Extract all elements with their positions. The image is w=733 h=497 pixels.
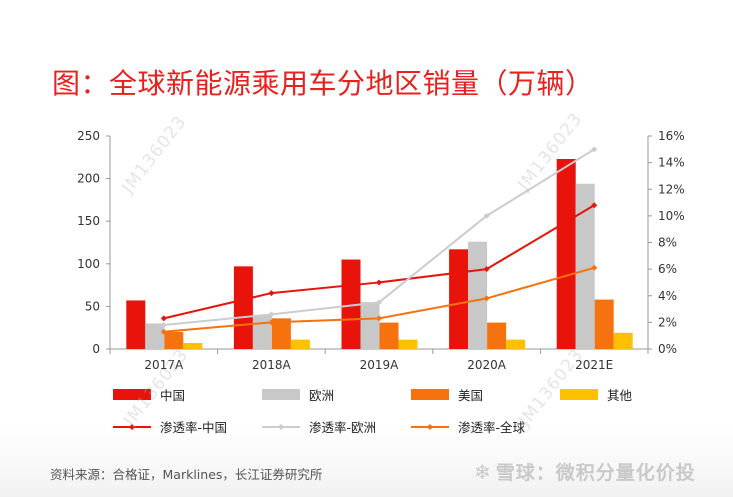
legend-swatch-欧洲	[262, 389, 300, 400]
bar-美国	[271, 318, 291, 349]
legend-label-中国: 中国	[160, 388, 185, 403]
x-tick-label: 2019A	[360, 358, 400, 372]
y-right-tick-label: 2%	[658, 315, 677, 329]
legend-swatch-美国	[411, 389, 449, 400]
watermark-brand-text: 雪球：微积分量化价投	[495, 462, 696, 484]
watermark-brand: ❄ 雪球：微积分量化价投	[474, 458, 696, 485]
line-point-渗透率-全球	[483, 295, 490, 302]
line-point-渗透率-欧洲	[268, 311, 275, 318]
bar-欧洲	[575, 183, 595, 349]
bar-美国	[487, 322, 507, 349]
legend-label-渗透率-欧洲: 渗透率-欧洲	[309, 420, 376, 435]
line-point-渗透率-欧洲	[160, 322, 167, 329]
y-left-tick-label: 50	[85, 299, 100, 313]
y-left-tick-label: 250	[77, 129, 100, 143]
bar-其他	[290, 339, 310, 349]
legend-swatch-其他	[560, 389, 598, 400]
x-tick-label: 2018A	[252, 358, 292, 372]
y-left-tick-label: 100	[77, 257, 100, 271]
line-point-渗透率-中国	[376, 279, 382, 286]
legend-marker-渗透率-中国	[129, 424, 135, 430]
chart-title: 图：全球新能源乘用车分地区销量（万辆）	[52, 67, 594, 100]
bar-中国	[556, 159, 576, 349]
bar-其他	[613, 332, 633, 349]
bar-欧洲	[468, 241, 488, 349]
x-tick-label: 2017A	[144, 358, 184, 372]
y-left-tick-label: 150	[77, 214, 100, 228]
y-right-tick-label: 0%	[658, 342, 677, 356]
legend-label-欧洲: 欧洲	[309, 388, 334, 403]
bar-欧洲	[252, 314, 272, 349]
bar-中国	[341, 259, 361, 349]
y-left-tick-label: 0	[92, 342, 100, 356]
legend-label-其他: 其他	[607, 388, 633, 403]
bar-中国	[126, 300, 146, 349]
y-right-tick-label: 10%	[658, 209, 685, 223]
y-right-tick-label: 12%	[658, 182, 685, 196]
y-right-tick-label: 16%	[658, 129, 685, 143]
bar-其他	[398, 339, 418, 349]
y-right-tick-label: 14%	[658, 156, 685, 170]
line-point-渗透率-全球	[268, 319, 275, 326]
y-right-tick-label: 6%	[658, 262, 677, 276]
line-point-渗透率-欧洲	[591, 146, 598, 153]
bar-中国	[233, 266, 253, 349]
bar-其他	[506, 339, 526, 349]
legend-marker-渗透率-全球	[427, 424, 433, 430]
legend-label-渗透率-全球: 渗透率-全球	[458, 420, 526, 435]
bar-中国	[449, 249, 469, 349]
line-point-渗透率-欧洲	[376, 299, 382, 306]
y-right-tick-label: 4%	[658, 289, 677, 303]
line-point-渗透率-全球	[376, 315, 382, 322]
line-point-渗透率-中国	[160, 315, 167, 322]
line-point-渗透率-中国	[483, 266, 490, 273]
line-point-渗透率-中国	[591, 202, 598, 209]
bar-欧洲	[145, 323, 165, 349]
bar-美国	[379, 322, 399, 349]
line-point-渗透率-全球	[591, 264, 598, 271]
legend-label-渗透率-中国: 渗透率-中国	[160, 420, 227, 435]
source-note: 资料来源：合格证，Marklines，长江证券研究所	[50, 467, 323, 482]
x-tick-label: 2021E	[575, 358, 613, 372]
y-left-tick-label: 200	[77, 172, 100, 186]
bar-美国	[594, 299, 614, 349]
legend-label-美国: 美国	[458, 388, 483, 403]
bar-其他	[183, 343, 203, 349]
legend-swatch-中国	[113, 389, 151, 400]
line-point-渗透率-全球	[160, 328, 167, 335]
snowball-logo-icon: ❄	[474, 460, 492, 484]
bar-欧洲	[360, 302, 380, 349]
bar-美国	[164, 331, 184, 349]
x-tick-label: 2020A	[467, 358, 507, 372]
line-point-渗透率-欧洲	[483, 212, 490, 219]
legend-marker-渗透率-欧洲	[278, 424, 284, 430]
y-right-tick-label: 8%	[658, 236, 677, 250]
line-point-渗透率-中国	[268, 290, 275, 297]
decorative-background-band	[0, 427, 733, 497]
